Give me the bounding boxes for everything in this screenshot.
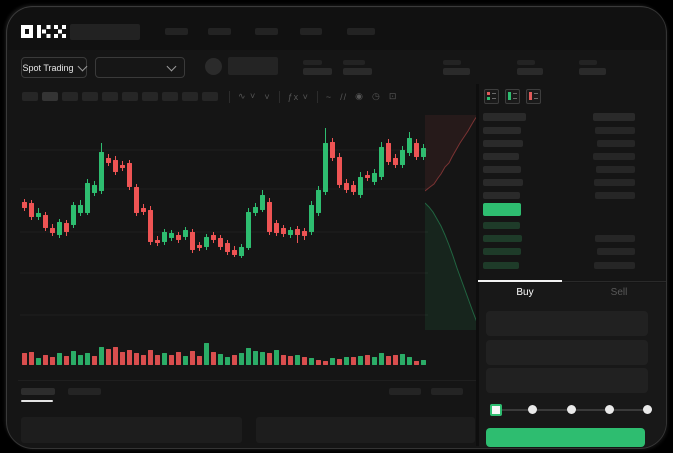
orderbook-bids-icon[interactable] xyxy=(505,89,520,104)
slider-stop-75[interactable] xyxy=(604,405,614,414)
history-icon[interactable]: ◷ xyxy=(371,91,381,101)
candlestick-chart[interactable] xyxy=(20,113,428,368)
timeframe-button-skeleton[interactable] xyxy=(142,92,158,101)
ask-amount-skeleton[interactable] xyxy=(595,192,635,199)
ask-price-skeleton[interactable] xyxy=(483,140,523,147)
tab-buy[interactable]: Buy xyxy=(516,287,534,298)
depth-chart[interactable] xyxy=(425,113,478,330)
stat-value-skeleton xyxy=(343,68,372,75)
logo-adjacent-skeleton xyxy=(70,24,140,40)
line-tool-icon[interactable]: ~ xyxy=(325,91,333,102)
bid-price-skeleton[interactable] xyxy=(483,248,521,255)
bid-price-skeleton[interactable] xyxy=(483,262,519,269)
stat-value-skeleton xyxy=(443,68,470,75)
bid-amount-skeleton[interactable] xyxy=(594,262,635,269)
ask-price-skeleton[interactable] xyxy=(483,153,519,160)
active-bottom-tab-underline xyxy=(21,400,53,402)
nav-item-skeleton[interactable] xyxy=(347,28,375,35)
order-input-skeleton[interactable] xyxy=(486,340,648,365)
slider-stop-50[interactable] xyxy=(566,405,576,414)
slider-stop-100[interactable] xyxy=(643,405,652,414)
bottom-panel-skeleton xyxy=(21,417,242,443)
pair-selector-dropdown[interactable] xyxy=(95,57,185,78)
nav-item-skeleton[interactable] xyxy=(165,28,188,35)
bid-price-skeleton[interactable] xyxy=(483,235,522,242)
order-input-skeleton[interactable] xyxy=(486,311,648,336)
okx-logo xyxy=(21,25,67,38)
bottom-action-skeleton[interactable] xyxy=(389,388,421,395)
chevron-down-icon xyxy=(77,61,87,71)
orderbook-both-icon[interactable] xyxy=(484,89,499,104)
bottom-panel-skeleton xyxy=(256,417,475,443)
chart-style-icon[interactable]: ∿ ˅ xyxy=(238,91,257,101)
stat-label-skeleton xyxy=(517,60,535,65)
timeframe-button-skeleton[interactable] xyxy=(42,92,58,101)
order-input-skeleton[interactable] xyxy=(486,368,648,393)
bottom-divider xyxy=(18,380,476,381)
drawing-tools-icon[interactable]: // xyxy=(340,91,348,102)
device-frame: Spot Trading ∿ ˅ ˅ ƒx ˅ ~ // ◉ ◷ ⊡ xyxy=(7,7,666,448)
stat-label-skeleton xyxy=(443,60,461,65)
price-skeleton xyxy=(228,57,278,75)
timeframe-button-skeleton[interactable] xyxy=(102,92,118,101)
bottom-tab-skeleton[interactable] xyxy=(68,388,101,395)
ask-price-skeleton[interactable] xyxy=(483,166,521,173)
coin-avatar xyxy=(205,58,222,75)
orderbook-header-amount-skeleton xyxy=(593,113,635,121)
bid-amount-skeleton[interactable] xyxy=(595,235,635,242)
timeframe-button-skeleton[interactable] xyxy=(122,92,138,101)
timeframe-button-skeleton[interactable] xyxy=(62,92,78,101)
orderbook-header-price-skeleton xyxy=(483,113,526,121)
bid-amount-skeleton[interactable] xyxy=(597,248,635,255)
trade-form-background xyxy=(479,283,666,447)
stat-value-skeleton xyxy=(517,68,543,75)
nav-item-skeleton[interactable] xyxy=(300,28,322,35)
orderbook-asks-icon[interactable] xyxy=(526,89,541,104)
nav-item-skeleton[interactable] xyxy=(208,28,231,35)
timeframe-button-skeleton[interactable] xyxy=(182,92,198,101)
panel-divider xyxy=(476,84,479,446)
ask-amount-skeleton[interactable] xyxy=(595,127,635,134)
ask-price-skeleton[interactable] xyxy=(483,179,523,186)
timeframe-button-skeleton[interactable] xyxy=(22,92,38,101)
stat-label-skeleton xyxy=(579,60,597,65)
fullscreen-icon[interactable]: ⊡ xyxy=(388,91,398,101)
stat-label-skeleton xyxy=(343,60,365,65)
trading-mode-dropdown[interactable]: Spot Trading xyxy=(21,57,87,78)
stat-label-skeleton xyxy=(303,60,322,65)
bottom-tab-skeleton[interactable] xyxy=(21,388,55,395)
ask-amount-skeleton[interactable] xyxy=(594,179,635,186)
toolbar-separator xyxy=(278,90,280,103)
chevron-down-icon[interactable]: ˅ xyxy=(264,91,271,102)
bottom-action-skeleton[interactable] xyxy=(431,388,463,395)
stat-value-skeleton xyxy=(579,68,606,75)
active-tab-indicator xyxy=(478,280,562,282)
tab-divider xyxy=(478,281,666,282)
slider-stop-25[interactable] xyxy=(528,405,538,414)
toolbar-separator xyxy=(316,90,318,103)
chevron-down-icon xyxy=(166,61,177,71)
ask-price-skeleton[interactable] xyxy=(483,192,520,199)
timeframe-button-skeleton[interactable] xyxy=(82,92,98,101)
chart-tools: ∿ ˅ ˅ ƒx ˅ ~ // ◉ ◷ ⊡ xyxy=(229,89,397,104)
ask-amount-skeleton[interactable] xyxy=(596,166,635,173)
ask-price-skeleton[interactable] xyxy=(483,127,521,134)
timeframe-button-skeleton[interactable] xyxy=(202,92,218,101)
screenshot-icon[interactable]: ◉ xyxy=(355,91,364,101)
indicators-icon[interactable]: ƒx ˅ xyxy=(287,91,309,102)
bid-price-skeleton[interactable] xyxy=(483,222,520,229)
ask-amount-skeleton[interactable] xyxy=(593,153,635,160)
buy-submit-button[interactable] xyxy=(486,428,645,447)
ask-amount-skeleton[interactable] xyxy=(597,140,635,147)
last-price-badge[interactable] xyxy=(483,203,521,216)
toolbar-separator xyxy=(229,90,230,103)
timeframe-button-skeleton[interactable] xyxy=(162,92,178,101)
trading-mode-label: Spot Trading xyxy=(22,62,74,73)
slider-stop-0[interactable] xyxy=(490,404,502,416)
stat-value-skeleton xyxy=(303,68,332,75)
tab-sell[interactable]: Sell xyxy=(610,287,628,298)
nav-item-skeleton[interactable] xyxy=(255,28,278,35)
